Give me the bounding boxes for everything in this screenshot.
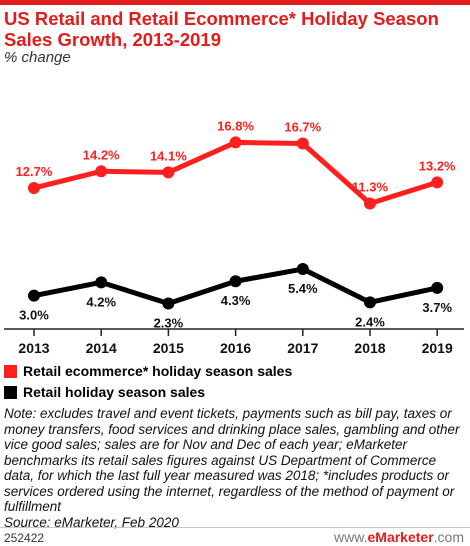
- brand-logo[interactable]: www.eMarketer.com: [334, 529, 464, 545]
- note-text: Note: excludes travel and event tickets,…: [4, 406, 460, 514]
- data-label-0-2: 14.1%: [150, 148, 187, 163]
- data-point-0-3: [229, 136, 242, 149]
- x-tick-label-2018: 2018: [354, 340, 385, 356]
- data-point-0-1: [95, 165, 108, 178]
- data-point-1-4: [296, 263, 309, 276]
- data-point-1-5: [364, 296, 376, 309]
- data-point-1-3: [229, 275, 242, 288]
- chart-subtitle: % change: [4, 49, 71, 66]
- footer-divider: [0, 527, 470, 528]
- data-point-0-5: [364, 197, 376, 210]
- data-point-0-2: [162, 166, 175, 179]
- data-label-0-1: 14.2%: [83, 147, 120, 162]
- data-point-1-0: [28, 289, 40, 302]
- brand-name: eMarketer: [367, 529, 434, 545]
- x-tick-label-2014: 2014: [86, 340, 117, 356]
- legend-item-ecommerce: Retail ecommerce* holiday season sales: [4, 361, 292, 381]
- data-label-1-0: 3.0%: [19, 308, 49, 323]
- series-layer: 12.7% 14.2% 14.1% 16.8% 16.7% 11.3% 13.2% 3.0% 4…: [16, 118, 457, 330]
- data-label-1-1: 4.2%: [86, 294, 116, 309]
- data-label-1-5: 2.4%: [355, 314, 385, 329]
- chart-title: US Retail and Retail Ecommerce* Holiday …: [4, 8, 439, 50]
- brand-prefix: www.: [334, 529, 368, 545]
- data-label-0-0: 12.7%: [16, 164, 53, 179]
- line-chart: 2013 2014 2015 2016 2017 2018 2019 12.7%14.2% 1…: [4, 118, 464, 356]
- data-label-1-6: 3.7%: [422, 300, 452, 315]
- chart-id: 252422: [4, 531, 45, 545]
- x-axis: 2013 2014 2015 2016 2017 2018 2019: [4, 328, 464, 356]
- legend-label-ecommerce: Retail ecommerce* holiday season sales: [23, 363, 293, 379]
- legend-swatch-ecommerce: [4, 364, 17, 378]
- source-text: Source: eMarketer, Feb 2020: [4, 514, 179, 530]
- data-point-1-1: [95, 276, 108, 289]
- data-point-1-2: [162, 297, 175, 310]
- data-label-1-2: 2.3%: [154, 315, 184, 330]
- top-accent-bar: [0, 0, 470, 5]
- data-label-0-4: 16.7%: [284, 120, 321, 135]
- data-point-0-0: [28, 181, 40, 194]
- x-tick-label-2015: 2015: [153, 340, 184, 356]
- data-label-0-3: 16.8%: [217, 118, 254, 133]
- legend: Retail ecommerce* holiday season sales R…: [4, 361, 292, 403]
- legend-item-retail: Retail holiday season sales: [4, 382, 292, 402]
- data-label-1-3: 4.3%: [221, 293, 251, 308]
- x-tick-label-2016: 2016: [220, 340, 251, 356]
- x-tick-label-2019: 2019: [422, 340, 453, 356]
- data-point-1-6: [431, 281, 444, 294]
- chart-note: Note: excludes travel and event tickets,…: [4, 406, 466, 530]
- data-label-0-5: 11.3%: [352, 180, 389, 195]
- x-tick-label-2017: 2017: [287, 340, 318, 356]
- x-tick-label-2013: 2013: [18, 340, 49, 356]
- data-point-0-4: [296, 137, 309, 150]
- brand-suffix: .com: [433, 529, 464, 545]
- data-point-0-6: [431, 176, 444, 189]
- data-label-1-4: 5.4%: [288, 281, 318, 296]
- data-label-0-6: 13.2%: [419, 158, 456, 173]
- legend-swatch-retail: [4, 385, 17, 399]
- legend-label-retail: Retail holiday season sales: [23, 384, 206, 400]
